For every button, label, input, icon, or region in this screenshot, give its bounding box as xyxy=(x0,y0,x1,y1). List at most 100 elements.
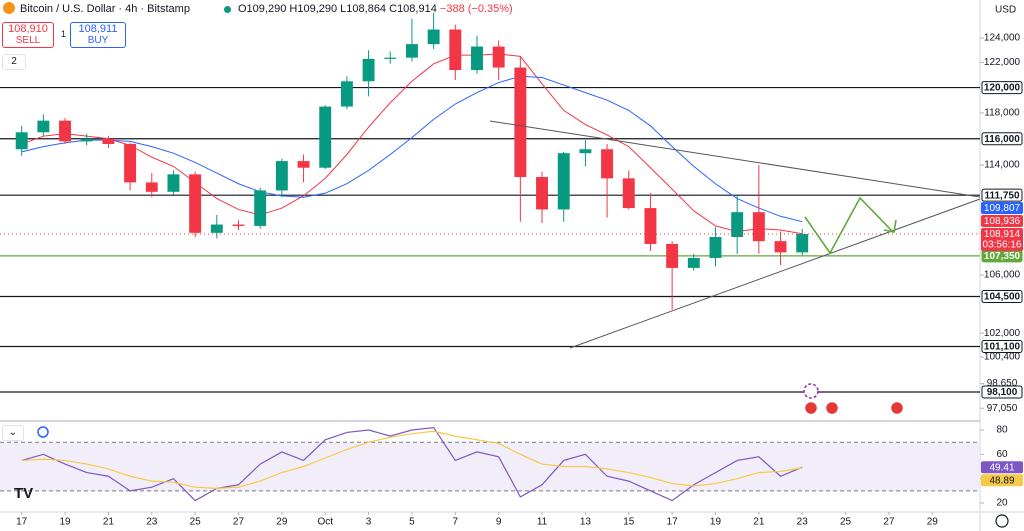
y-tick-label: 106,000 xyxy=(984,270,1021,281)
x-tick-label: 27 xyxy=(233,517,245,528)
candle-body xyxy=(340,81,353,107)
y-tick-label: 80 xyxy=(996,425,1008,436)
ohlc-high: H109,290 xyxy=(289,3,338,15)
y-tick-label: 102,000 xyxy=(984,328,1021,339)
indicator-count: 2 xyxy=(11,56,17,67)
buy-price: 108,911 xyxy=(78,23,118,35)
y-tick-label: 118,000 xyxy=(984,108,1020,119)
rsi-badge xyxy=(981,461,1023,474)
candle-body xyxy=(15,132,28,150)
price-badge-label: 108,936 xyxy=(984,216,1021,227)
rsi-badge xyxy=(981,474,1023,487)
candle-body xyxy=(167,174,180,192)
candle-body xyxy=(514,67,527,178)
x-tick-label: 3 xyxy=(366,517,372,528)
candle-body xyxy=(189,174,202,233)
candle-body xyxy=(80,138,93,142)
candle-body xyxy=(59,120,72,142)
ohlc: O109,290 H109,290 L108,864 C108,914 −388… xyxy=(238,3,513,15)
candle-body xyxy=(622,178,635,209)
x-tick-label: 29 xyxy=(927,517,939,528)
candle-body xyxy=(644,208,657,244)
ohlc-low: L108,864 xyxy=(340,3,387,15)
event-icon[interactable] xyxy=(803,383,819,399)
level-badge xyxy=(981,81,1023,95)
x-tick-label: 17 xyxy=(667,517,679,528)
price-badge-label: 108,914 xyxy=(984,229,1021,240)
x-tick-label: 29 xyxy=(276,517,288,528)
settings-icon[interactable] xyxy=(995,514,1009,528)
candle-body xyxy=(124,144,137,183)
level-badge xyxy=(981,340,1023,354)
y-tick-label: 122,000 xyxy=(984,57,1021,68)
buy-button[interactable]: 108,911 BUY xyxy=(70,22,126,48)
level-label: 98,100 xyxy=(987,387,1018,398)
indicators-toggle[interactable]: 2 xyxy=(2,54,26,70)
y-tick-label: 20 xyxy=(996,498,1008,509)
candle-body xyxy=(666,243,679,268)
level-label: 107,350 xyxy=(984,251,1021,262)
indicator-icon[interactable] xyxy=(37,426,49,438)
price-pane: 124,000 122,000 118,000 114,000 106,000 102,0… xyxy=(0,12,1023,528)
projection-arrowhead xyxy=(883,219,897,233)
candle-body xyxy=(579,149,592,154)
level-label: 111,750 xyxy=(984,190,1019,201)
ohlc-open: O109,290 xyxy=(238,3,287,15)
rsi-line xyxy=(21,430,803,490)
candle-body xyxy=(709,236,722,258)
candle-body xyxy=(102,138,115,145)
event-flag[interactable] xyxy=(889,400,905,416)
candle-body xyxy=(752,212,765,242)
x-tick-label: 27 xyxy=(883,517,895,528)
x-tick-label: 21 xyxy=(753,517,765,528)
y-tick-label: 100,400 xyxy=(984,352,1021,363)
pane-toggle[interactable]: ⌄ xyxy=(2,425,24,441)
coin-icon xyxy=(3,2,15,14)
price-badge-label: 109,807 xyxy=(984,203,1021,214)
x-tick-label: 25 xyxy=(840,517,852,528)
x-tick-label: 19 xyxy=(59,517,71,528)
candle-body xyxy=(37,120,50,133)
x-tick-label: 25 xyxy=(190,517,202,528)
event-flag[interactable] xyxy=(824,400,840,416)
candle-body xyxy=(449,29,462,71)
x-tick-label: Oct xyxy=(317,517,333,528)
candle-body xyxy=(492,46,505,68)
candle-body xyxy=(297,161,310,168)
sell-button[interactable]: 108,910 SELL xyxy=(2,22,54,48)
countdown: 03:56:16 xyxy=(983,240,1022,251)
x-tick-label: 21 xyxy=(103,517,115,528)
x-tick-label: 17 xyxy=(16,517,28,528)
candle-body xyxy=(384,57,397,59)
x-tick-label: 15 xyxy=(623,517,635,528)
candle-body xyxy=(275,161,288,191)
level-badge xyxy=(981,188,1023,202)
level-label: 116,000 xyxy=(984,134,1020,145)
rsi-badge-label: 49.41 xyxy=(989,462,1014,473)
level-badge xyxy=(981,132,1023,146)
rsi-band xyxy=(0,442,980,491)
y-tick-label: 114,000 xyxy=(984,160,1020,171)
ohlc-close: C108,914 xyxy=(389,3,437,15)
spread: 1 xyxy=(61,29,67,39)
event-flag[interactable] xyxy=(803,400,819,416)
y-tick-label: 98,650 xyxy=(987,378,1018,389)
candle-body xyxy=(731,212,744,237)
x-tick-label: 5 xyxy=(409,517,415,528)
x-tick-label: 11 xyxy=(537,517,548,528)
drawings: TV xyxy=(14,120,1009,528)
candle-body xyxy=(427,29,440,45)
level-badge xyxy=(981,290,1023,304)
y-tick-label: 97,050 xyxy=(987,403,1018,414)
candle-body xyxy=(254,190,267,226)
candle-body xyxy=(405,44,418,58)
currency-label: USD xyxy=(995,5,1016,16)
rsi-line xyxy=(21,426,803,502)
rsi-badge-label: 48.89 xyxy=(989,475,1014,486)
moving-average xyxy=(21,75,803,223)
candle-body xyxy=(557,153,570,210)
x-tick-label: 23 xyxy=(146,517,158,528)
